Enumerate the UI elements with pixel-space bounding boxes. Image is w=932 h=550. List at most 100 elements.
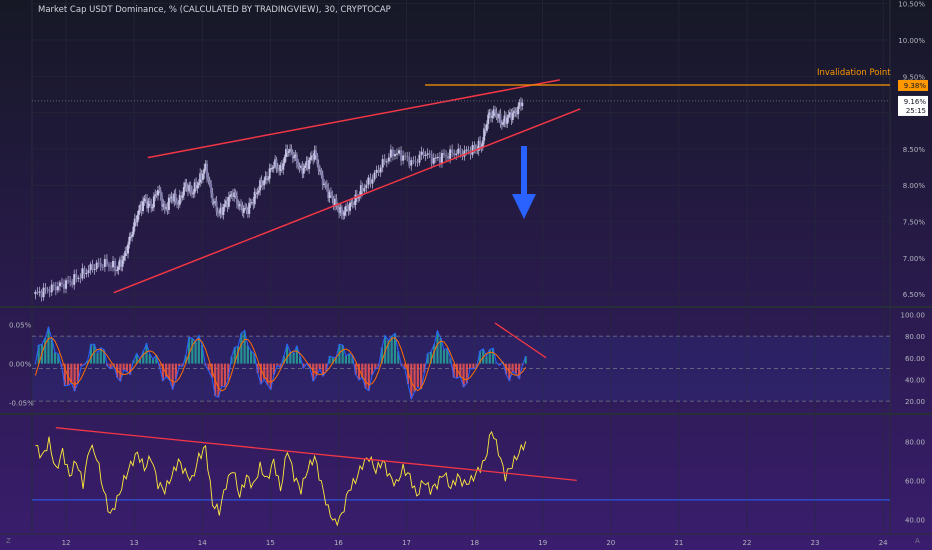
candle-body bbox=[50, 284, 53, 293]
candle-body bbox=[227, 196, 230, 207]
candle-body bbox=[502, 122, 505, 125]
histogram-bar bbox=[387, 340, 390, 364]
candle-body bbox=[304, 165, 307, 168]
candle-body bbox=[297, 163, 300, 167]
histogram-bar bbox=[357, 363, 361, 381]
candle-body bbox=[158, 189, 161, 191]
down-arrow-icon[interactable] bbox=[512, 194, 536, 219]
candle-body bbox=[383, 159, 386, 163]
candle-body bbox=[400, 150, 403, 161]
candle-body bbox=[317, 164, 320, 171]
last-price-label: 9.16% bbox=[904, 98, 927, 106]
candle-body bbox=[316, 155, 319, 165]
candle-body bbox=[496, 117, 499, 119]
histogram-bar bbox=[158, 363, 161, 368]
candle-body bbox=[77, 277, 80, 279]
time-tick-label: 12 bbox=[62, 539, 71, 547]
candle-body bbox=[290, 148, 293, 153]
candle-body bbox=[404, 155, 407, 157]
candle-body bbox=[340, 207, 343, 215]
candle-body bbox=[186, 188, 189, 192]
signal-line bbox=[34, 337, 527, 392]
histogram-bar bbox=[433, 344, 436, 364]
candle-body bbox=[89, 264, 92, 271]
oscillator-pane[interactable] bbox=[32, 322, 890, 402]
candle-body bbox=[188, 185, 191, 192]
candle-body bbox=[363, 188, 366, 192]
oscillator-trendline[interactable] bbox=[494, 322, 547, 359]
candle-body bbox=[473, 145, 476, 149]
candle-body bbox=[507, 115, 510, 118]
price-tick-label: 7.00% bbox=[903, 255, 926, 263]
candle-body bbox=[465, 149, 468, 151]
candle-body bbox=[52, 284, 55, 287]
candle-body bbox=[131, 234, 134, 237]
candle-body bbox=[418, 154, 421, 163]
candle-body bbox=[192, 192, 195, 195]
candle-body bbox=[406, 156, 409, 158]
candle-body bbox=[487, 114, 490, 124]
wedge-upper-trendline[interactable] bbox=[147, 79, 560, 159]
candle-body bbox=[159, 190, 162, 197]
candle-body bbox=[498, 113, 501, 119]
rsi-trendline[interactable] bbox=[55, 427, 577, 481]
histogram-bar bbox=[446, 348, 449, 364]
wedge-lower-trendline[interactable] bbox=[113, 108, 581, 294]
candle-body bbox=[36, 291, 39, 293]
candle-body bbox=[361, 185, 364, 192]
histogram-bar bbox=[165, 363, 168, 377]
histogram-bar bbox=[367, 363, 370, 391]
time-tick-label: 13 bbox=[130, 539, 139, 547]
candle-body bbox=[203, 168, 206, 174]
candle-body bbox=[312, 155, 315, 160]
histogram-bar bbox=[465, 363, 468, 384]
candle-body bbox=[181, 195, 184, 198]
histogram-bar bbox=[194, 341, 197, 364]
histogram-bar bbox=[236, 346, 240, 364]
candle-body bbox=[197, 182, 200, 186]
candle-body bbox=[166, 207, 169, 210]
candle-body bbox=[165, 207, 168, 209]
candle-body bbox=[231, 194, 234, 197]
candle-body bbox=[242, 208, 245, 213]
candle-body bbox=[99, 262, 102, 267]
candle-body bbox=[430, 154, 433, 164]
time-tick-label: 23 bbox=[811, 539, 820, 547]
oscillator-right-tick-label: 60.00 bbox=[905, 355, 925, 363]
candle-body bbox=[267, 178, 270, 180]
candle-body bbox=[184, 182, 187, 188]
candle-body bbox=[154, 194, 157, 197]
time-tick-label: 21 bbox=[674, 539, 683, 547]
price-tick-label: 10.50% bbox=[898, 1, 925, 9]
candle-body bbox=[146, 199, 149, 209]
candle-body bbox=[191, 190, 194, 195]
candle-body bbox=[276, 167, 279, 170]
candle-body bbox=[206, 163, 209, 178]
histogram-bar bbox=[240, 333, 243, 364]
time-tick-label: 14 bbox=[198, 539, 207, 547]
histogram-bar bbox=[318, 363, 321, 370]
candle-body bbox=[93, 268, 96, 270]
rsi-pane[interactable] bbox=[32, 427, 890, 527]
candle-body bbox=[357, 196, 360, 199]
candle-body bbox=[120, 259, 123, 267]
histogram-bar bbox=[384, 335, 387, 364]
histogram-bar bbox=[485, 356, 488, 364]
time-tick-label: 17 bbox=[402, 539, 411, 547]
price-pane[interactable] bbox=[32, 79, 890, 302]
down-arrow-shaft[interactable] bbox=[521, 146, 527, 196]
candle-body bbox=[259, 180, 262, 191]
histogram-bar bbox=[472, 363, 475, 369]
candle-body bbox=[220, 207, 223, 215]
auto-scale-button[interactable]: A bbox=[915, 537, 920, 545]
histogram-bar bbox=[295, 346, 298, 364]
candle-body bbox=[135, 218, 138, 223]
histogram-bar bbox=[145, 343, 148, 364]
bar-countdown-label: 25:15 bbox=[906, 107, 926, 115]
timezone-button[interactable]: Z bbox=[6, 537, 11, 545]
candle-body bbox=[350, 202, 353, 204]
candle-body bbox=[299, 165, 302, 168]
time-tick-label: 20 bbox=[606, 539, 615, 547]
